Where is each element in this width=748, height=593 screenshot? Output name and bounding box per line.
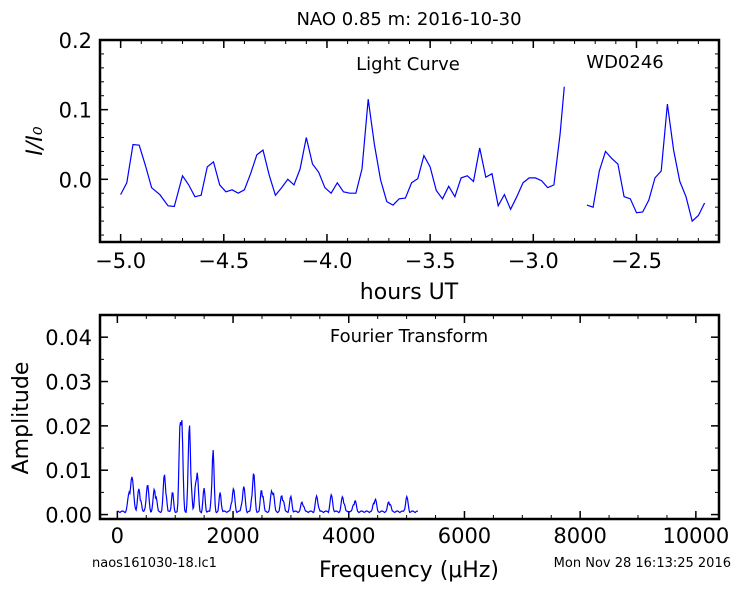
- light-curve-y-tick-label: 0.0: [59, 168, 92, 192]
- light-curve-line-segment-2: [586, 104, 706, 223]
- fourier-annotation: Fourier Transform: [330, 326, 488, 347]
- fourier-x-axis-label: Frequency (μHz): [319, 558, 499, 583]
- fourier-y-ticks: 0.00 0.01 0.02 0.03 0.04: [45, 314, 719, 528]
- footer-filename: naos161030-18.lc1: [92, 556, 217, 571]
- fourier-x-tick-label: 6000: [438, 524, 491, 548]
- fourier-x-tick-label: 0: [111, 524, 124, 548]
- light-curve-panel: −5.0 −4.5 −4.0 −3.5 −3.0 −2.5 0.0 0.1 0.2 Light…: [23, 29, 721, 305]
- light-curve-x-tick-label: −2.5: [611, 249, 662, 273]
- fourier-y-tick-label: 0.01: [45, 459, 92, 483]
- light-curve-x-axis-label: hours UT: [360, 280, 459, 305]
- fourier-series: [117, 420, 418, 514]
- fourier-plot-frame: [98, 313, 721, 521]
- light-curve-y-ticks: 0.0 0.1 0.2: [59, 29, 719, 236]
- fourier-panel: 0 2000 4000 6000 8000 10000 0.000.010.020.030…: [9, 313, 729, 583]
- light-curve-x-tick-label: −5.0: [95, 249, 146, 273]
- fourier-y-tick-label: 0.03: [45, 371, 92, 395]
- fourier-x-ticks: 0 2000 4000 6000 8000 10000: [111, 315, 729, 548]
- light-curve-x-tick-label: −4.0: [301, 249, 352, 273]
- light-curve-y-axis-label: I/I₀: [23, 126, 48, 155]
- light-curve-y-tick-label: 0.1: [59, 99, 92, 123]
- fourier-x-tick-label: 2000: [206, 524, 259, 548]
- light-curve-line-segment-1: [120, 86, 565, 211]
- fourier-x-tick-label: 10000: [662, 524, 729, 548]
- footer-timestamp: Mon Nov 28 16:13:25 2016: [554, 556, 731, 571]
- light-curve-series: [120, 86, 706, 223]
- light-curve-x-tick-label: −4.5: [198, 249, 249, 273]
- fourier-y-tick-label: 0.04: [45, 326, 92, 350]
- fourier-y-axis-label: Amplitude: [9, 362, 34, 475]
- object-label: WD0246: [586, 52, 663, 73]
- fourier-x-tick-label: 8000: [553, 524, 606, 548]
- fourier-x-tick-label: 4000: [322, 524, 375, 548]
- fourier-y-tick-label: 0.02: [45, 415, 92, 439]
- figure-title: NAO 0.85 m: 2016-10-30: [296, 9, 521, 30]
- light-curve-x-ticks: −5.0 −4.5 −4.0 −3.5 −3.0 −2.5: [95, 40, 720, 273]
- light-curve-annotation: Light Curve: [356, 54, 460, 75]
- light-curve-x-tick-label: −3.0: [508, 249, 559, 273]
- light-curve-y-tick-label: 0.2: [59, 29, 92, 53]
- fourier-y-tick-label: 0.00: [45, 504, 92, 528]
- fourier-amplitude-line: [117, 420, 418, 514]
- light-curve-x-tick-label: −3.5: [405, 249, 456, 273]
